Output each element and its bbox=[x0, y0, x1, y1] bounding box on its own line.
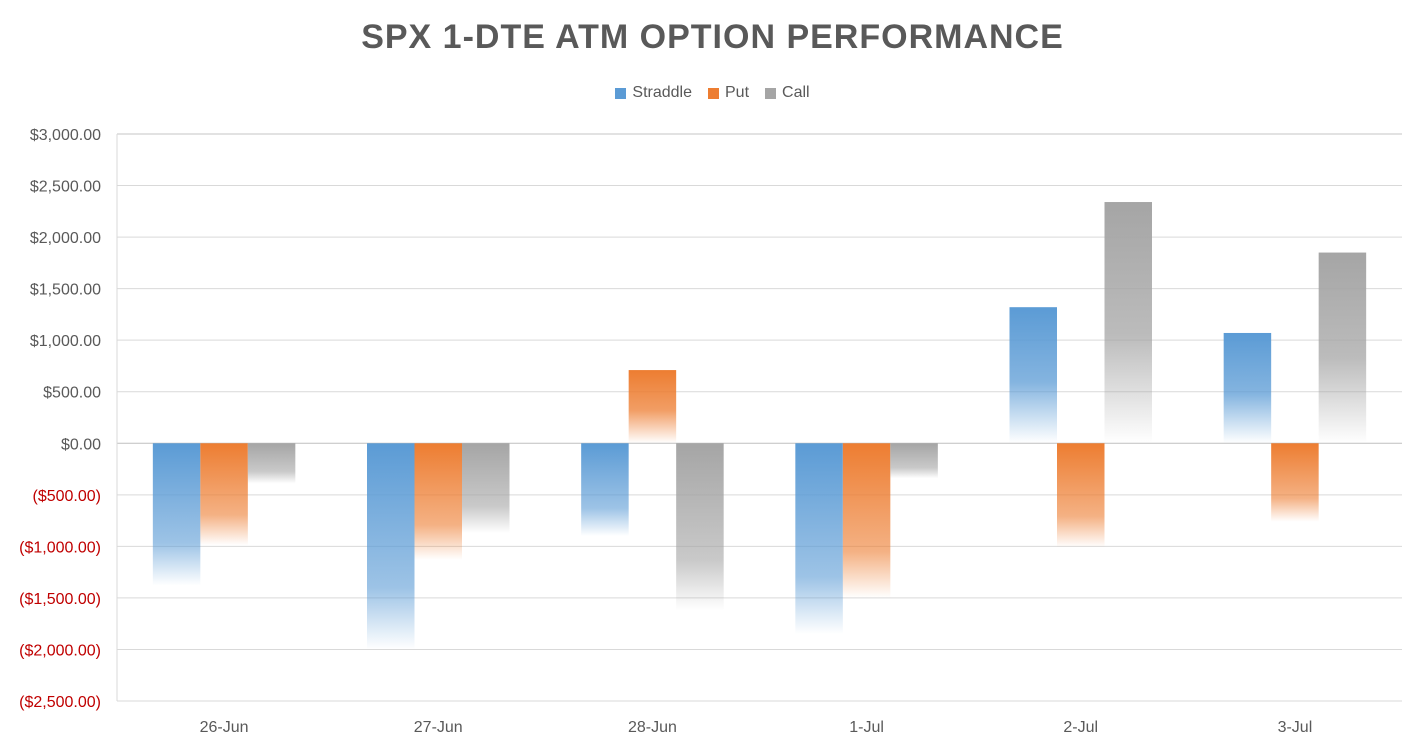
x-tick-label: 1-Jul bbox=[849, 719, 884, 736]
legend-label-put: Put bbox=[725, 84, 750, 101]
y-tick-label: ($2,500.00) bbox=[19, 694, 101, 711]
bar-call-3-jul bbox=[1318, 252, 1367, 444]
bar-straddle-28-jun bbox=[581, 443, 629, 537]
bars bbox=[152, 202, 1367, 650]
bar-put-1-jul bbox=[842, 443, 891, 598]
legend-swatch-put bbox=[708, 87, 719, 99]
y-tick-label: ($1,000.00) bbox=[19, 539, 101, 556]
bar-put-28-jun bbox=[628, 370, 677, 444]
bar-call-1-jul bbox=[890, 443, 938, 479]
legend-swatch-straddle bbox=[615, 87, 627, 99]
y-tick-label: ($2,000.00) bbox=[19, 642, 101, 659]
bar-straddle-2-jul bbox=[1009, 307, 1057, 444]
bar-call-28-jun bbox=[676, 443, 724, 611]
y-tick-label: ($500.00) bbox=[33, 488, 102, 505]
legend-item-straddle: Straddle bbox=[615, 84, 692, 102]
bar-call-2-jul bbox=[1104, 202, 1152, 444]
bar-put-3-jul bbox=[1271, 443, 1319, 522]
bar-call-27-jun bbox=[462, 443, 510, 533]
legend-label-call: Call bbox=[782, 84, 810, 101]
axes: $3,000.00 $2,500.00 $2,000.00 $1,500.00 $1,0… bbox=[19, 127, 1312, 736]
bar-straddle-27-jun bbox=[367, 443, 415, 650]
x-tick-label: 2-Jul bbox=[1063, 719, 1098, 736]
y-tick-label: $3,000.00 bbox=[30, 127, 101, 144]
bar-put-2-jul bbox=[1057, 443, 1105, 548]
x-tick-label: 28-Jun bbox=[628, 719, 677, 736]
y-tick-label: $2,500.00 bbox=[30, 179, 101, 196]
bar-put-27-jun bbox=[414, 443, 462, 560]
bar-put-26-jun bbox=[200, 443, 248, 546]
bar-straddle-26-jun bbox=[152, 443, 201, 586]
x-tick-label: 27-Jun bbox=[414, 719, 463, 736]
bar-call-26-jun bbox=[247, 443, 296, 484]
grid-lines bbox=[117, 133, 1402, 702]
y-tick-label: ($1,500.00) bbox=[19, 591, 101, 608]
bar-straddle-1-jul bbox=[795, 443, 843, 634]
y-tick-label: $2,000.00 bbox=[30, 230, 101, 247]
legend-item-put: Put bbox=[708, 84, 749, 102]
y-tick-label: $1,000.00 bbox=[30, 333, 101, 350]
y-tick-label: $1,500.00 bbox=[30, 282, 101, 299]
bar-straddle-3-jul bbox=[1223, 332, 1272, 444]
chart-legend: Straddle Put Call bbox=[0, 84, 1425, 102]
legend-label-straddle: Straddle bbox=[632, 84, 692, 101]
y-tick-label: $500.00 bbox=[43, 385, 101, 402]
x-tick-label: 26-Jun bbox=[200, 719, 249, 736]
legend-swatch-call bbox=[765, 87, 777, 99]
x-tick-label: 3-Jul bbox=[1278, 719, 1313, 736]
chart-title: SPX 1-DTE ATM OPTION PERFORMANCE bbox=[361, 18, 1064, 56]
legend-item-call: Call bbox=[765, 84, 810, 102]
y-tick-label: $0.00 bbox=[61, 436, 101, 453]
